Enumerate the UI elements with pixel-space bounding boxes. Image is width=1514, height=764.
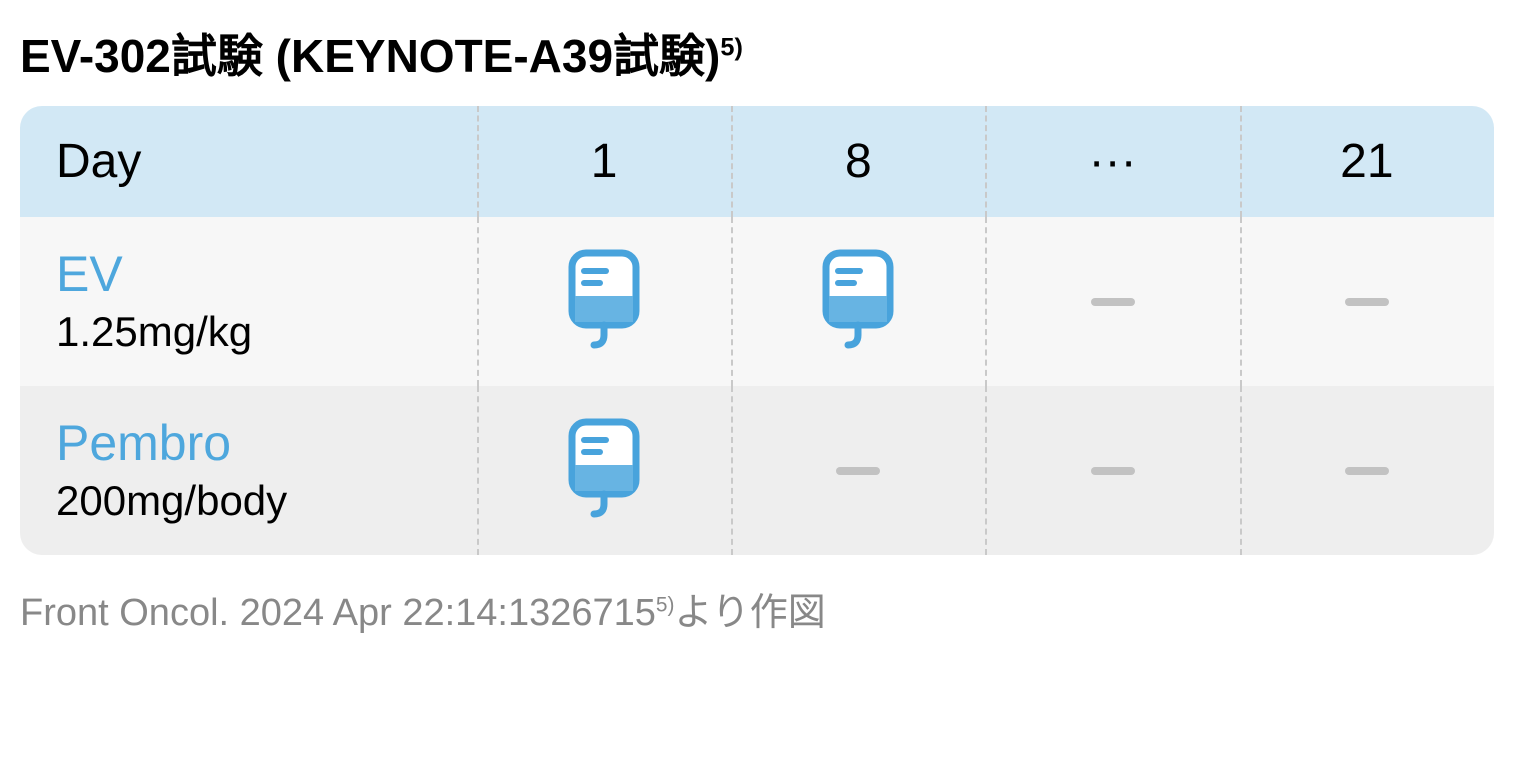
dose-cell — [477, 386, 731, 555]
dose-cell — [985, 386, 1239, 555]
dose-cell — [1240, 386, 1494, 555]
table-row: EV 1.25mg/kg — [20, 217, 1494, 386]
drug-dose: 1.25mg/kg — [56, 308, 467, 356]
dose-cell — [731, 386, 985, 555]
drug-name: EV — [56, 247, 467, 302]
drug-dose: 200mg/body — [56, 477, 467, 525]
dose-cell — [477, 217, 731, 386]
dose-cell — [985, 217, 1239, 386]
no-dose-dash — [1345, 467, 1389, 475]
dose-cell — [731, 217, 985, 386]
iv-bag-icon — [562, 505, 646, 522]
no-dose-dash — [1091, 467, 1135, 475]
table-header-row: Day 1 8 ··· 21 — [20, 106, 1494, 217]
header-day-label: Day — [20, 106, 477, 217]
no-dose-dash — [836, 467, 880, 475]
header-day-8: 8 — [731, 106, 985, 217]
title-main: EV-302試験 (KEYNOTE-A39試験) — [20, 30, 720, 82]
drug-name: Pembro — [56, 416, 467, 471]
header-day-1: 1 — [477, 106, 731, 217]
dose-cell — [1240, 217, 1494, 386]
citation-before: Front Oncol. 2024 Apr 22:14:1326715 — [20, 592, 656, 634]
drug-label-cell: Pembro 200mg/body — [20, 386, 477, 555]
header-day-21: 21 — [1240, 106, 1494, 217]
drug-label-cell: EV 1.25mg/kg — [20, 217, 477, 386]
citation-text: Front Oncol. 2024 Apr 22:14:13267155)より作… — [20, 581, 1494, 636]
header-day-ellipsis: ··· — [985, 106, 1239, 217]
iv-bag-icon — [562, 336, 646, 353]
citation-after: より作図 — [674, 592, 825, 634]
title-sup: 5) — [720, 34, 743, 62]
dosing-schedule-table: Day 1 8 ··· 21 EV 1.25mg/kg Pembro — [20, 106, 1494, 555]
citation-sup: 5) — [656, 593, 675, 616]
page-title: EV-302試験 (KEYNOTE-A39試験)5) — [20, 20, 1494, 86]
table-row: Pembro 200mg/body — [20, 386, 1494, 555]
no-dose-dash — [1091, 298, 1135, 306]
iv-bag-icon — [816, 336, 900, 353]
no-dose-dash — [1345, 298, 1389, 306]
